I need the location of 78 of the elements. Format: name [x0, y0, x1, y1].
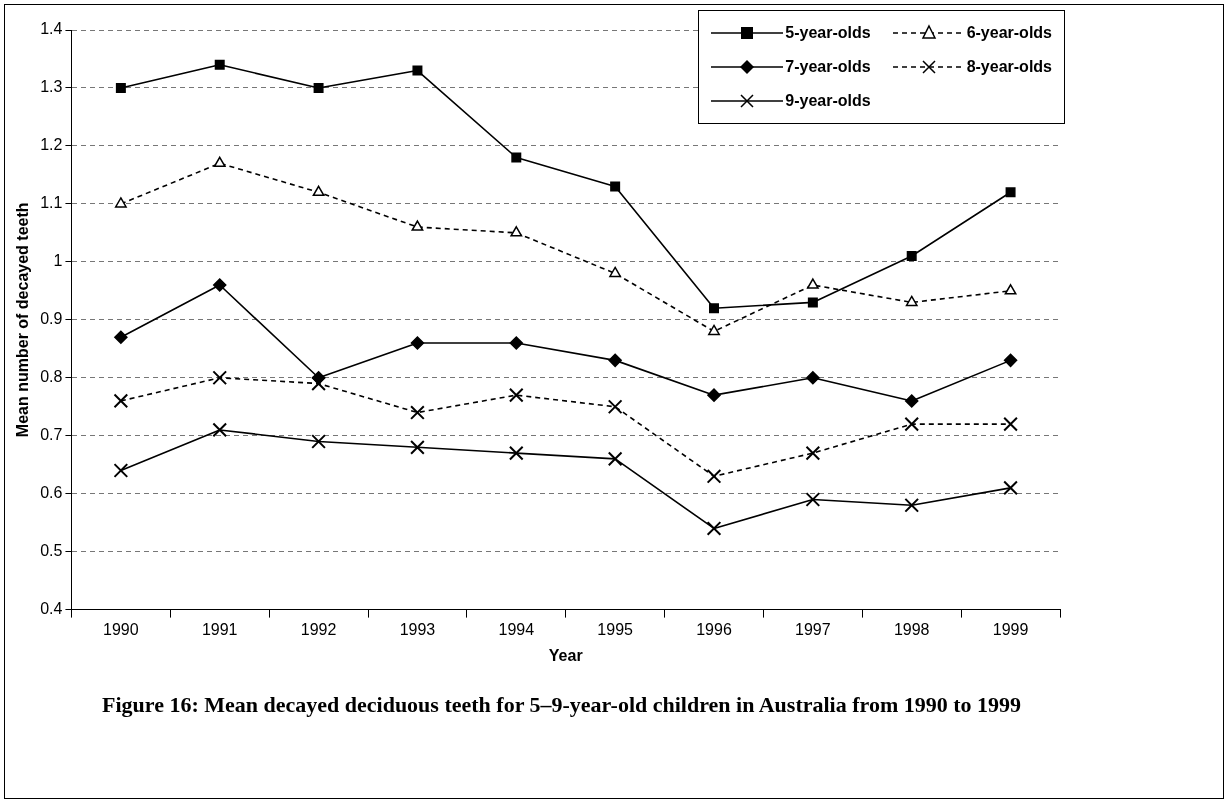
y-tick-label: 0.9 — [40, 310, 63, 328]
point — [114, 197, 127, 208]
point — [706, 521, 722, 536]
point — [115, 82, 126, 93]
point — [706, 468, 722, 484]
x-tick-label: 1994 — [498, 620, 535, 638]
x-tick-label: 1998 — [893, 620, 930, 638]
point — [410, 439, 425, 455]
point — [905, 295, 918, 307]
point — [607, 399, 623, 415]
point — [805, 492, 821, 507]
point — [214, 59, 225, 70]
point — [904, 416, 920, 432]
point — [410, 336, 425, 350]
point — [410, 405, 425, 420]
point — [213, 156, 226, 168]
point — [608, 353, 622, 368]
point — [906, 251, 917, 262]
point — [113, 463, 129, 478]
point — [1003, 416, 1018, 432]
x-tick-label: 1996 — [696, 620, 732, 638]
x-axis-title: Year — [548, 646, 583, 664]
legend-label: 7-year-olds — [785, 58, 871, 76]
point — [312, 185, 325, 197]
y-tick-label: 0.5 — [40, 542, 63, 560]
x-tick-label: 1997 — [795, 620, 831, 638]
point — [707, 388, 721, 402]
y-axis-title: Mean number of decayed teeth — [14, 202, 32, 438]
point — [1003, 480, 1018, 496]
y-tick-label: 1.3 — [40, 78, 63, 96]
point — [904, 497, 920, 513]
point — [1003, 353, 1018, 368]
point — [311, 371, 326, 385]
x-tick-label: 1995 — [597, 620, 634, 638]
y-tick-label: 0.7 — [40, 426, 63, 444]
point — [806, 278, 819, 289]
point — [412, 65, 423, 76]
point — [508, 387, 524, 403]
point — [904, 394, 919, 408]
point — [709, 303, 719, 314]
point — [212, 370, 228, 386]
point — [113, 393, 129, 409]
point — [607, 451, 623, 467]
legend-label: 8-year-olds — [966, 58, 1052, 76]
y-tick-label: 0.4 — [40, 600, 63, 618]
point — [114, 330, 128, 344]
point — [806, 371, 820, 385]
y-tick-label: 1 — [53, 252, 63, 270]
legend-label: 6-year-olds — [966, 24, 1052, 42]
point — [1004, 284, 1017, 295]
point — [610, 181, 621, 192]
legend-label: 9-year-olds — [785, 92, 871, 110]
point — [1005, 187, 1016, 198]
x-tick-label: 1999 — [992, 620, 1029, 638]
point — [509, 336, 524, 350]
x-tick-label: 1991 — [201, 620, 238, 638]
caption: Figure 16: Mean decayed deciduous teeth for 5–9-year-old children in Australia from 1990 to 1999 — [102, 692, 1023, 719]
y-tick-label: 0.8 — [40, 368, 63, 386]
y-tick-label: 1.4 — [40, 20, 63, 38]
point — [511, 152, 522, 163]
point — [212, 278, 227, 292]
point — [708, 324, 720, 336]
y-tick-label: 1.2 — [40, 136, 63, 154]
point — [311, 434, 326, 449]
point — [508, 445, 524, 461]
point — [313, 82, 324, 93]
x-tick-label: 1992 — [300, 620, 337, 638]
point — [411, 220, 424, 231]
y-tick-label: 1.1 — [40, 194, 63, 212]
legend-label: 5-year-olds — [785, 24, 871, 42]
x-tick-label: 1990 — [103, 620, 139, 638]
y-tick-label: 0.6 — [40, 484, 63, 502]
x-tick-label: 1993 — [399, 620, 436, 638]
point — [805, 445, 821, 461]
point — [510, 226, 523, 237]
point — [807, 297, 818, 308]
point — [212, 422, 228, 438]
point — [609, 266, 622, 278]
